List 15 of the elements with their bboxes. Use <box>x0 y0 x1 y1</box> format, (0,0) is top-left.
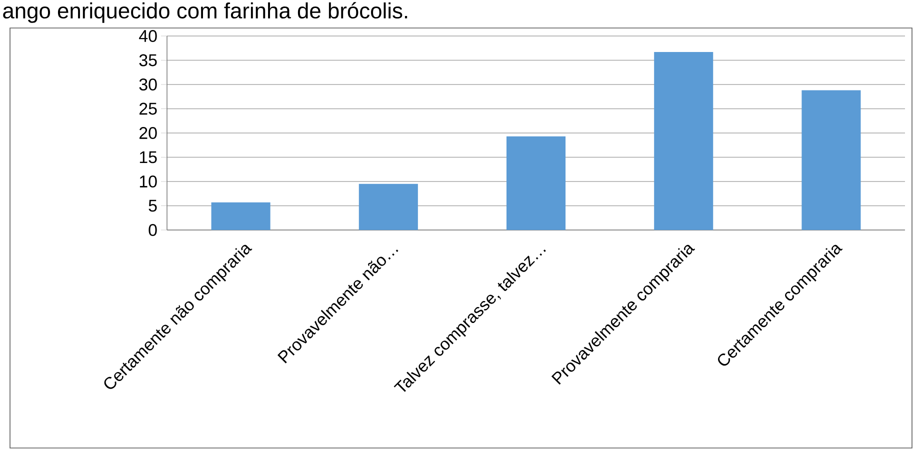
bar <box>506 136 566 230</box>
y-tick-label: 15 <box>140 151 157 164</box>
bar <box>358 184 418 230</box>
y-tick-label: 30 <box>139 78 157 90</box>
bar <box>654 52 714 230</box>
y-tick-label: 25 <box>140 102 157 115</box>
chart-title: ango enriquecido com farinha de brócolis. <box>3 2 408 23</box>
y-tick-label: 20 <box>140 126 157 139</box>
y-tick-label: 10 <box>140 175 157 188</box>
y-tick-label: 5 <box>148 200 157 212</box>
bar <box>211 202 270 230</box>
y-tick-label: 0 <box>148 224 157 236</box>
y-tick-label: 35 <box>139 54 157 66</box>
bar <box>802 90 861 230</box>
y-tick-label: 40 <box>139 30 157 42</box>
